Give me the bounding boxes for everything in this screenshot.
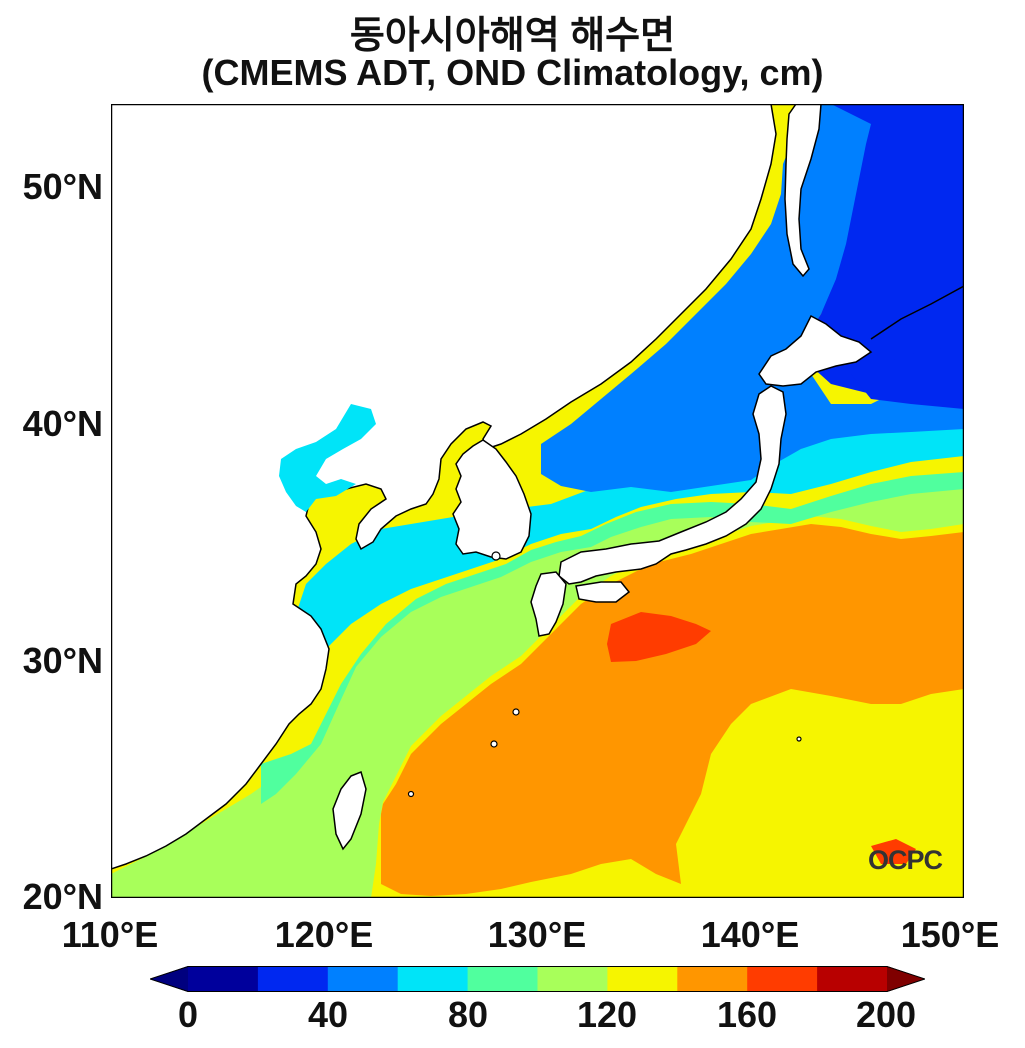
colorbar-tick-80: 80 bbox=[447, 994, 489, 1035]
lat-tick-20: 20°N bbox=[22, 876, 103, 917]
band-20-40 bbox=[801, 104, 964, 394]
island-izu bbox=[796, 736, 802, 742]
band-100-120 bbox=[111, 487, 964, 898]
colorbar-segment bbox=[467, 966, 538, 992]
lon-tick-140: 140°E bbox=[700, 914, 800, 955]
land-sakhalin bbox=[784, 104, 822, 278]
island-jeju bbox=[491, 551, 501, 561]
lon-tick-130: 130°E bbox=[487, 914, 587, 955]
colorbar-segment bbox=[327, 966, 399, 992]
lat-tick-50: 50°N bbox=[22, 166, 103, 207]
band-60-80 bbox=[296, 404, 964, 669]
colorbar-tick-160: 160 bbox=[716, 994, 778, 1035]
land-kuril bbox=[870, 285, 964, 340]
land-taiwan bbox=[332, 770, 367, 851]
land-asia bbox=[111, 104, 777, 870]
band-160-180-small bbox=[871, 839, 916, 864]
colorbar-segment bbox=[677, 966, 748, 992]
colorbar-segment bbox=[537, 966, 608, 992]
colorbar-tick-120: 120 bbox=[576, 994, 638, 1035]
land-shikoku bbox=[575, 581, 631, 603]
lat-tick-30: 30°N bbox=[22, 640, 103, 681]
island-ryukyu-1 bbox=[512, 708, 520, 716]
colorbar-segment bbox=[747, 966, 818, 992]
island-ryukyu-2 bbox=[490, 740, 498, 748]
bohai-sea bbox=[279, 404, 376, 512]
chart-subtitle: (CMEMS ADT, OND Climatology, cm) bbox=[201, 52, 824, 93]
band-140-160 bbox=[381, 524, 964, 896]
island-ryukyu-3 bbox=[407, 790, 415, 798]
sea-level-map bbox=[111, 104, 964, 898]
colorbar-tick-0: 0 bbox=[177, 994, 199, 1035]
colorbar-under-arrow bbox=[150, 966, 188, 992]
lon-tick-120: 120°E bbox=[274, 914, 374, 955]
colorbar-outline bbox=[150, 966, 925, 992]
colorbar-tick-200: 200 bbox=[855, 994, 917, 1035]
colorbar-segment bbox=[817, 966, 888, 992]
colorbar-segment bbox=[188, 966, 259, 992]
ocpc-logo: OCPC bbox=[868, 845, 943, 875]
land-korea bbox=[452, 439, 532, 560]
colorbar-segment bbox=[397, 966, 469, 992]
lat-tick-40: 40°N bbox=[22, 403, 103, 444]
colorbar-tick-40: 40 bbox=[307, 994, 349, 1035]
land-hokkaido bbox=[758, 314, 873, 387]
colorbar-segment bbox=[607, 966, 678, 992]
chart-title: 동아시아해역 해수면 bbox=[349, 15, 676, 57]
band-160-180 bbox=[607, 612, 711, 662]
land-kyushu bbox=[530, 571, 567, 637]
lon-tick-150: 150°E bbox=[900, 914, 1000, 955]
map-frame bbox=[111, 104, 964, 898]
land-japan bbox=[558, 385, 787, 585]
colorbar-over-arrow bbox=[887, 966, 925, 992]
colorbar bbox=[150, 966, 925, 992]
band-20-40-east bbox=[851, 344, 964, 409]
lon-tick-110: 110°E bbox=[61, 914, 159, 955]
colorbar-segment bbox=[257, 966, 329, 992]
